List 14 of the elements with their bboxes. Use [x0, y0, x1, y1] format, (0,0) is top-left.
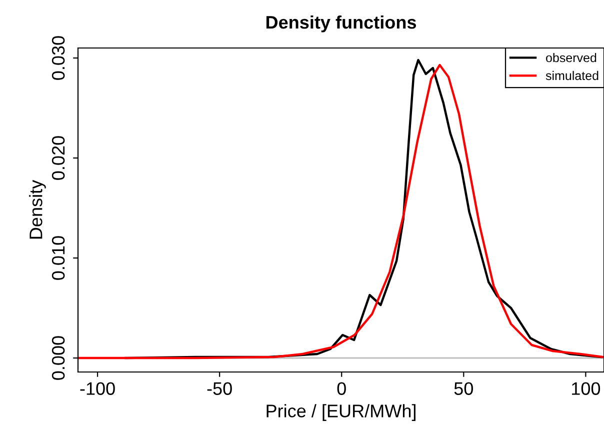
x-tick-label: 50: [454, 382, 473, 395]
legend-label: observed: [546, 53, 596, 62]
x-tick-label: -50: [207, 382, 232, 395]
chart-title: Density functions: [266, 15, 416, 32]
legend-label: simulated: [546, 70, 598, 80]
y-tick-label: 0.020: [52, 136, 65, 180]
x-tick-label: 0: [337, 382, 346, 395]
y-tick-label: 0.000: [52, 336, 65, 380]
y-tick-label: 0.030: [52, 36, 65, 80]
x-axis-title: Price / [EUR/MWh]: [266, 404, 416, 421]
x-tick-label: -100: [80, 382, 115, 395]
y-tick-label: 0.010: [52, 236, 65, 280]
y-axis-title: Density: [29, 180, 46, 239]
x-tick-label: 100: [572, 382, 600, 395]
